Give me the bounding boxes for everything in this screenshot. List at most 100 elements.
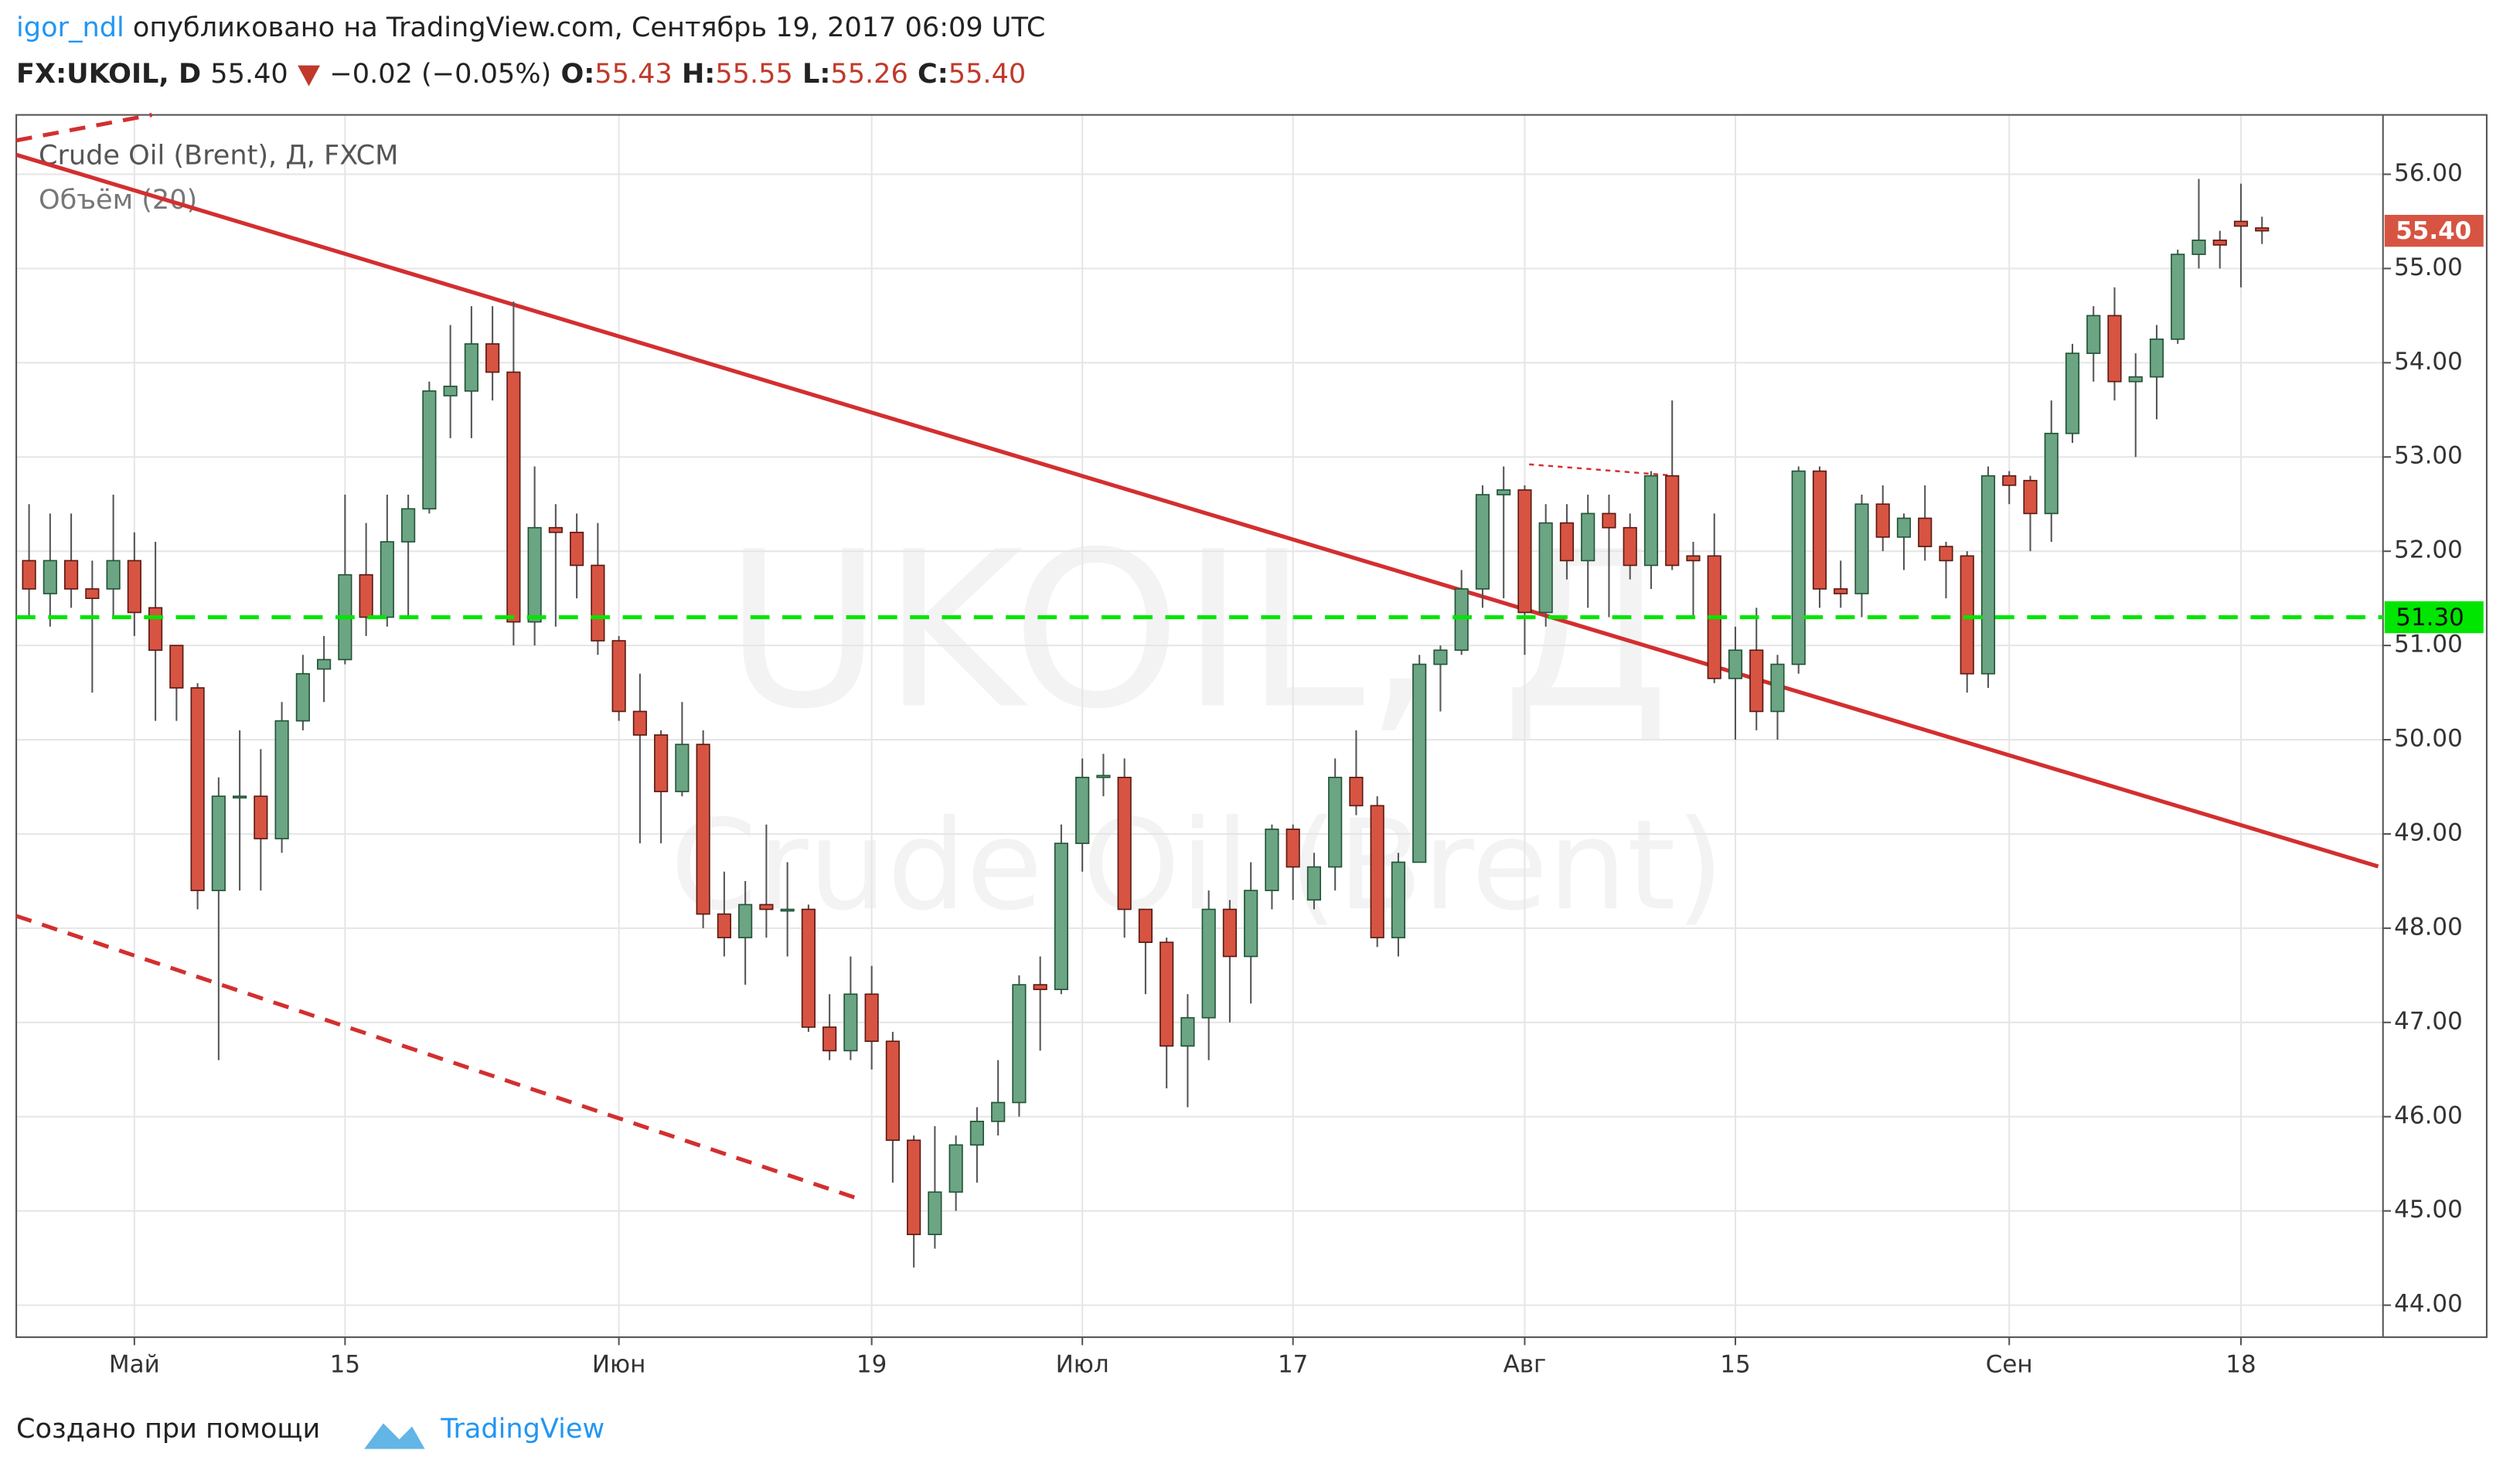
candle-body [2128,376,2143,383]
candle-body [1012,984,1027,1104]
y-tick-label: 52.00 [2394,536,2463,564]
candle-body [1517,489,1532,614]
author[interactable]: igor_ndl [16,12,124,43]
y-tick-label: 48.00 [2394,913,2463,941]
candle-body [1328,776,1343,868]
footer-text: Создано при помощи [16,1413,320,1445]
candle-body [2023,479,2038,515]
candle-body [822,1026,837,1052]
candle-body [380,541,394,618]
candle-body [1623,526,1637,567]
watermark: Crude Oil (Brent) [670,793,1725,938]
y-tick-label: 51.00 [2394,631,2463,659]
candle-body [1054,842,1068,990]
candle-body [907,1139,921,1235]
y-tick-label: 45.00 [2394,1196,2463,1224]
change: −0.02 (−0.05%) [329,58,551,90]
y-tick-label: 46.00 [2394,1101,2463,1129]
candle-body [317,659,332,670]
candle-body [211,795,226,891]
candle-body [2191,239,2206,255]
candle-body [1306,866,1322,901]
plot-background: UKOIL, Д Crude Oil (Brent) [16,114,2383,1338]
candle-body [780,908,795,912]
candle-body [675,744,690,792]
candle-body [654,734,669,792]
low: 55.26 [830,58,908,90]
candle-body [443,385,458,397]
candle-body [1475,494,1490,590]
candle-body [1117,776,1132,910]
candle-body [254,795,268,839]
level-label-box [2384,601,2484,634]
quote-line: FX:UKOIL, D 55.40 −0.02 (−0.05%) O:55.43 … [16,58,1026,90]
candle-body [127,560,141,614]
logo-icon [364,1423,425,1449]
candle-body [274,720,289,839]
y-tick-label: 56.00 [2394,159,2463,187]
header-line: igor_ndl опубликовано на TradingView.com… [16,12,1045,43]
candle-body [1643,475,1659,567]
down-arrow [298,65,321,87]
candle-body [1096,774,1111,778]
footer-brand[interactable]: TradingView [440,1413,604,1445]
candle-body [422,390,437,510]
candle-body [190,687,205,891]
candle-body [1602,512,1616,529]
candle-body [2044,432,2059,515]
level-label: 51.30 [2396,604,2464,631]
candle-body [1370,805,1384,938]
candle-body [1454,588,1469,652]
candle-body [843,993,858,1052]
candle-body [1244,890,1258,958]
candle-body [738,904,753,938]
candle-body [1875,503,1890,538]
candle-body [2149,339,2164,378]
candle-body [1222,908,1238,958]
candle-body [295,672,310,722]
last: 55.40 [210,58,288,90]
y-tick-label: 53.00 [2394,442,2463,470]
candle-body [1896,517,1912,538]
candle-body [1033,984,1047,990]
candle-body [1854,503,1869,594]
candle-body [1980,475,1996,675]
candle-body [233,795,247,799]
trend-line-dashed [15,914,863,1202]
candle-body [1791,470,1806,665]
candle-body [2065,352,2080,434]
open-label: O: [560,58,594,90]
candle-body [1349,776,1364,807]
candle-body [401,508,416,543]
candle-body [1770,663,1785,713]
candle-body [1728,649,1743,679]
candle-body [1412,663,1427,863]
x-tick-label: 15 [1720,1351,1750,1379]
watermark: UKOIL, Д [724,505,1670,756]
candle-body [2086,315,2101,354]
x-tick-label: Июл [1056,1351,1109,1379]
y-tick-label: 50.00 [2394,725,2463,753]
candle-body [928,1191,942,1235]
candle-body [1138,908,1153,944]
candle-body [991,1101,1006,1122]
candle-body [43,560,57,594]
candle-body [717,913,731,938]
candle-body [1581,512,1595,562]
x-tick-label: Июн [592,1351,645,1379]
high: 55.55 [715,58,792,90]
x-tick-label: Май [109,1351,160,1379]
candle-body [1265,829,1279,891]
candle-body [64,560,79,590]
candle-body [2002,475,2017,486]
candle-body [1686,555,1701,562]
candle-body [2171,254,2185,340]
candle-body [2255,227,2270,232]
x-tick-label: Авг [1504,1351,1547,1379]
y-tick-label: 54.00 [2394,348,2463,376]
y-tick-label: 44.00 [2394,1290,2463,1318]
candle-body [148,607,163,652]
candle-body [591,564,605,642]
candle-body [2107,315,2122,383]
plot-frame [15,114,2488,1339]
